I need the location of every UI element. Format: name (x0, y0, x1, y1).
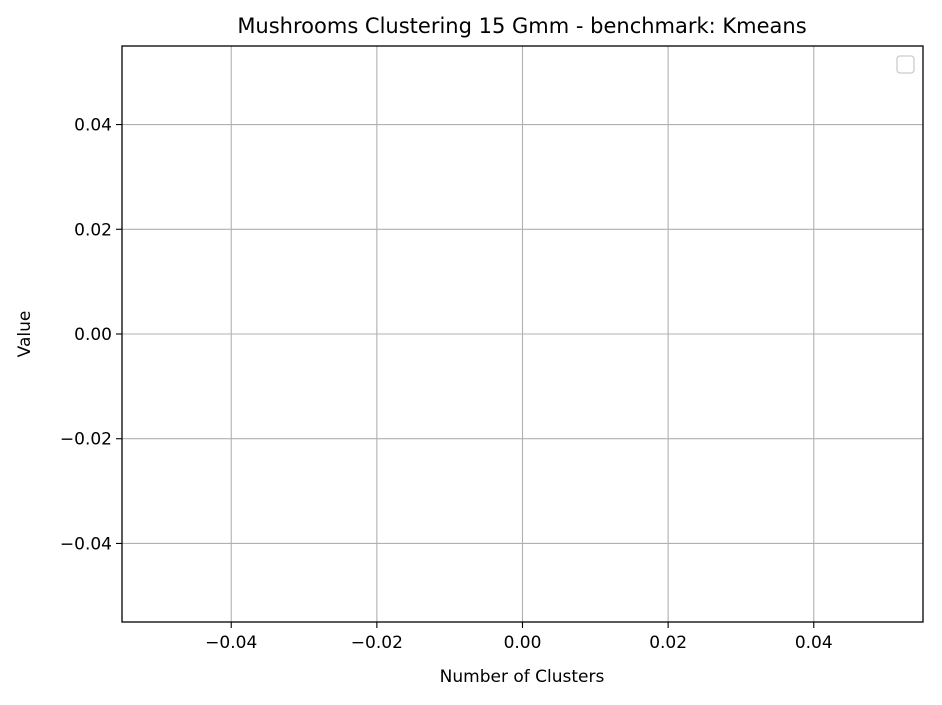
grid-layer (122, 46, 923, 622)
y-tick-label: −0.02 (60, 430, 112, 450)
x-tick-label: 0.04 (795, 633, 833, 653)
x-tick-label: −0.02 (351, 633, 403, 653)
y-tick-label: 0.00 (74, 325, 112, 345)
x-tick-label: 0.00 (504, 633, 542, 653)
x-axis-label: Number of Clusters (440, 667, 605, 687)
tick-layer: −0.04 −0.02 0.00 0.02 0.04 −0.04 −0.02 0.00 0.02… (60, 116, 833, 653)
x-tick-label: 0.02 (649, 633, 687, 653)
chart-title: Mushrooms Clustering 15 Gmm - benchmark:… (237, 14, 806, 38)
y-tick-label: 0.02 (74, 220, 112, 240)
x-tick-label: −0.04 (205, 633, 257, 653)
y-tick-label: −0.04 (60, 534, 112, 554)
y-axis-label: Value (15, 311, 35, 358)
legend-box (896, 55, 915, 74)
y-tick-label: 0.04 (74, 116, 112, 136)
